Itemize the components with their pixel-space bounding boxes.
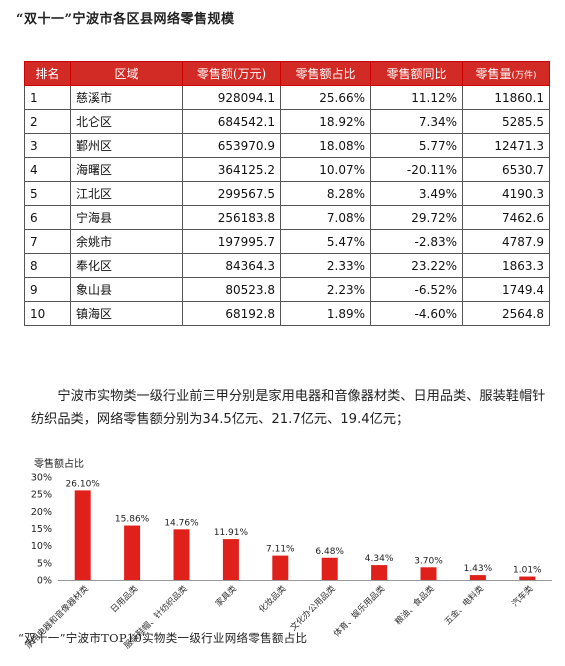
y-tick-label: 15% — [31, 524, 52, 535]
cell-yoy: -4.60% — [370, 301, 463, 326]
bar-data-label: 11.91% — [214, 528, 249, 538]
table-row: 1 慈溪市 928094.1 25.66% 11.12% 11860.1 — [24, 85, 550, 110]
summary-paragraph: 宁波市实物类一级行业前三甲分别是家用电器和音像器材类、日用品类、服装鞋帽针纺织品… — [31, 385, 551, 431]
x-tick-label: 五金、电料类 — [442, 583, 486, 627]
chart-y-axis-label: 零售额占比 — [34, 459, 84, 470]
cell-share: 1.89% — [280, 301, 371, 326]
bar — [469, 575, 486, 580]
y-tick-label: 20% — [31, 507, 52, 518]
header-volume-unit: (万件) — [511, 71, 537, 81]
y-tick-label: 25% — [31, 490, 52, 501]
cell-yoy: -6.52% — [370, 277, 463, 302]
y-tick-label: 10% — [31, 541, 52, 552]
y-tick-label: 5% — [37, 558, 52, 569]
cell-yoy: 11.12% — [370, 85, 463, 110]
x-tick-label: 家具类 — [213, 583, 239, 609]
header-yoy: 零售额同比 — [370, 61, 463, 86]
x-tick-label: 化妆品类 — [257, 583, 289, 615]
cell-volume: 2564.8 — [462, 301, 550, 326]
bar-data-label: 26.10% — [66, 479, 101, 489]
cell-volume: 12471.3 — [462, 133, 550, 158]
x-tick-label: 日用品类 — [108, 583, 140, 615]
cell-sales: 197995.7 — [182, 229, 281, 254]
table-row: 6 宁海县 256183.8 7.08% 29.72% 7462.6 — [24, 205, 550, 230]
document-title: “双十一”宁波市各区县网络零售规模 — [16, 12, 235, 27]
summary-text: 宁波市实物类一级行业前三甲分别是家用电器和音像器材类、日用品类、服装鞋帽针纺织品… — [31, 389, 546, 427]
cell-rank: 3 — [24, 133, 71, 158]
bar — [371, 565, 388, 580]
cell-yoy: 7.34% — [370, 109, 463, 134]
cell-share: 2.33% — [280, 253, 371, 278]
cell-region: 宁海县 — [70, 205, 183, 230]
cell-region: 鄞州区 — [70, 133, 183, 158]
cell-region: 江北区 — [70, 181, 183, 206]
cell-sales: 928094.1 — [182, 85, 281, 110]
bar — [222, 539, 239, 580]
header-sales: 零售额(万元) — [182, 61, 281, 86]
chart-caption: “双十一”宁波市TOP10实物类一级行业网络零售额占比 — [18, 631, 308, 645]
cell-volume: 1863.3 — [462, 253, 550, 278]
bar — [124, 525, 141, 580]
bar — [173, 529, 190, 580]
bar-data-label: 15.86% — [115, 515, 150, 525]
cell-sales: 299567.5 — [182, 181, 281, 206]
y-tick-label: 0% — [37, 576, 52, 587]
bar — [321, 557, 338, 580]
cell-rank: 2 — [24, 109, 71, 134]
cell-volume: 7462.6 — [462, 205, 550, 230]
cell-rank: 6 — [24, 205, 71, 230]
cell-volume: 1749.4 — [462, 277, 550, 302]
table-header-row: 排名 区域 零售额(万元) 零售额占比 零售额同比 零售量(万件) — [24, 61, 550, 86]
bar-data-label: 7.11% — [266, 545, 295, 555]
bar — [420, 567, 437, 580]
cell-sales: 653970.9 — [182, 133, 281, 158]
bar — [272, 555, 289, 580]
cell-rank: 1 — [24, 85, 71, 110]
cell-sales: 684542.1 — [182, 109, 281, 134]
cell-yoy: -20.11% — [370, 157, 463, 182]
y-tick-label: 30% — [31, 473, 52, 484]
cell-region: 镇海区 — [70, 301, 183, 326]
cell-share: 25.66% — [280, 85, 371, 110]
cell-volume: 4787.9 — [462, 229, 550, 254]
x-tick-label: 体育、娱乐用品类 — [331, 583, 387, 639]
bar — [519, 576, 536, 580]
cell-region: 慈溪市 — [70, 85, 183, 110]
bar-data-label: 4.34% — [365, 554, 394, 564]
x-tick-label: 文化办公用品类 — [288, 583, 338, 633]
table-row: 10 镇海区 68192.8 1.89% -4.60% 2564.8 — [24, 301, 550, 326]
table-row: 2 北仑区 684542.1 18.92% 7.34% 5285.5 — [24, 109, 550, 134]
cell-share: 8.28% — [280, 181, 371, 206]
header-region: 区域 — [70, 61, 183, 86]
bar-data-label: 14.76% — [164, 518, 199, 528]
cell-sales: 68192.8 — [182, 301, 281, 326]
cell-yoy: 29.72% — [370, 205, 463, 230]
bar-data-label: 3.70% — [414, 556, 443, 566]
retail-table: 排名 区域 零售额(万元) 零售额占比 零售额同比 零售量(万件) 1 慈溪市 92… — [24, 61, 550, 326]
x-tick-label: 汽车类 — [510, 583, 536, 609]
bar-data-label: 1.43% — [464, 564, 493, 574]
bar-data-label: 1.01% — [513, 566, 542, 576]
table-row: 3 鄞州区 653970.9 18.08% 5.77% 12471.3 — [24, 133, 550, 158]
cell-sales: 84364.3 — [182, 253, 281, 278]
header-volume-label: 零售量 — [475, 67, 512, 81]
cell-volume: 11860.1 — [462, 85, 550, 110]
x-tick-label: 粮油、食品类 — [393, 583, 437, 627]
cell-volume: 4190.3 — [462, 181, 550, 206]
table-row: 9 象山县 80523.8 2.23% -6.52% 1749.4 — [24, 277, 550, 302]
header-share: 零售额占比 — [280, 61, 371, 86]
table-row: 5 江北区 299567.5 8.28% 3.49% 4190.3 — [24, 181, 550, 206]
cell-share: 18.08% — [280, 133, 371, 158]
cell-sales: 364125.2 — [182, 157, 281, 182]
bar-data-label: 6.48% — [315, 547, 344, 557]
cell-share: 2.23% — [280, 277, 371, 302]
bar — [74, 490, 91, 580]
